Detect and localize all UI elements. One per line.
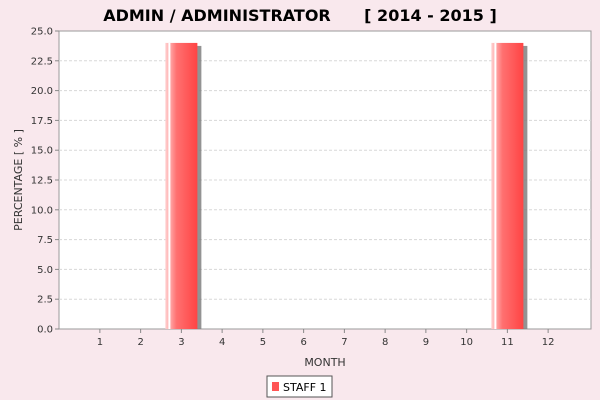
x-axis-ticks: 1 2 3 4 5 6 7 8 9 10 11 12 xyxy=(97,329,555,348)
x-tick-label: 9 xyxy=(423,337,429,348)
y-tick-label: 5.0 xyxy=(37,265,53,276)
x-tick-label: 10 xyxy=(460,337,473,348)
x-tick-label: 6 xyxy=(300,337,306,348)
y-tick-label: 0.0 xyxy=(37,325,53,336)
y-tick-label: 10.0 xyxy=(31,205,53,216)
y-axis-label: PERCENTAGE [ % ] xyxy=(12,129,25,231)
x-tick-label: 4 xyxy=(219,337,225,348)
legend-swatch xyxy=(272,382,279,391)
x-tick-label: 7 xyxy=(341,337,347,348)
legend: STAFF 1 xyxy=(266,375,333,398)
x-tick-label: 2 xyxy=(137,337,143,348)
x-tick-label: 12 xyxy=(542,337,555,348)
x-tick-label: 3 xyxy=(178,337,184,348)
y-tick-label: 7.5 xyxy=(37,235,53,246)
chart-title: ADMIN / ADMINISTRATOR [ 2014 - 2015 ] xyxy=(103,6,497,25)
y-tick-label: 15.0 xyxy=(31,146,53,157)
y-tick-label: 17.5 xyxy=(31,116,53,127)
legend-box xyxy=(266,375,333,398)
y-tick-label: 25.0 xyxy=(31,27,53,38)
x-tick-label: 8 xyxy=(382,337,388,348)
x-tick-label: 5 xyxy=(260,337,266,348)
bar-month-3 xyxy=(165,42,198,330)
x-axis-label: MONTH xyxy=(304,356,345,369)
bar-month-11 xyxy=(491,42,524,330)
y-tick-label: 12.5 xyxy=(31,176,53,187)
y-tick-label: 22.5 xyxy=(31,56,53,67)
grid-lines xyxy=(59,60,591,300)
bars xyxy=(165,42,528,330)
legend-label-staff-1: STAFF 1 xyxy=(283,381,327,394)
x-tick-label: 1 xyxy=(97,337,103,348)
y-tick-label: 2.5 xyxy=(37,295,53,306)
y-axis-ticks: 0.0 2.5 5.0 7.5 10.0 12.5 15.0 17.5 20.0 22.5 25.0 xyxy=(31,27,59,336)
x-tick-label: 11 xyxy=(501,337,514,348)
y-tick-label: 20.0 xyxy=(31,86,53,97)
